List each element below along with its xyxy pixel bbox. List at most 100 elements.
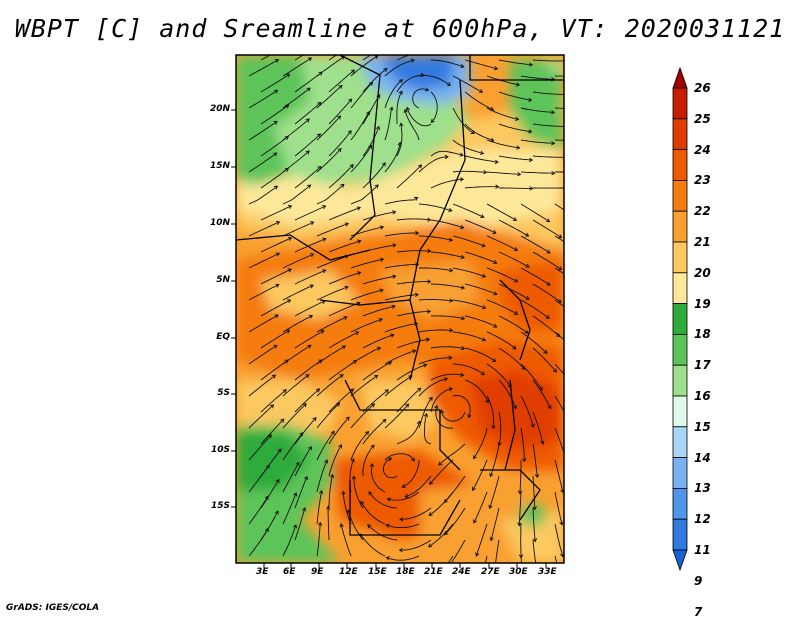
colorbar-level-label: 24 bbox=[694, 143, 711, 157]
streamline-arrow bbox=[586, 106, 589, 110]
streamline-arrow bbox=[574, 505, 577, 508]
colorbar-level-label: 20 bbox=[694, 266, 711, 280]
streamline-arrow bbox=[426, 50, 429, 54]
lon-tick-label: 24E bbox=[452, 567, 471, 577]
colorbar-level-label: 16 bbox=[694, 389, 711, 403]
colorbar-level-label: 14 bbox=[694, 451, 711, 465]
streamline-arrow bbox=[579, 439, 582, 443]
streamline-arrow bbox=[580, 251, 584, 254]
lat-tick-label: 5N bbox=[216, 275, 230, 285]
streamline bbox=[567, 155, 601, 156]
streamline-arrow bbox=[586, 74, 589, 78]
colorbar-level-label: 19 bbox=[694, 297, 711, 311]
streamline-arrow bbox=[576, 472, 579, 475]
colorbar-max-triangle bbox=[673, 68, 687, 88]
streamline-arrow bbox=[589, 335, 592, 338]
wbpt-shaded-field bbox=[236, 55, 564, 563]
colorbar-level-label: 26 bbox=[694, 81, 711, 95]
lat-tick-label: 20N bbox=[210, 104, 230, 114]
streamline-arrow bbox=[586, 138, 589, 142]
lat-tick-label: EQ bbox=[216, 332, 230, 342]
streamline-arrow bbox=[591, 268, 595, 271]
colorbar-level-label: 25 bbox=[694, 112, 711, 126]
streamline bbox=[567, 380, 586, 408]
lon-tick-label: 9E bbox=[311, 567, 323, 577]
colorbar-level-label: 22 bbox=[694, 204, 711, 218]
colorbar-level-label: 15 bbox=[694, 420, 711, 434]
lon-tick-label: 18E bbox=[396, 567, 415, 577]
colorbar-segment bbox=[673, 211, 687, 242]
lon-tick-label: 12E bbox=[339, 567, 358, 577]
streamline-arrow bbox=[579, 284, 583, 287]
streamline-arrow bbox=[575, 568, 578, 572]
streamline-arrow bbox=[587, 369, 590, 373]
colorbar-segment bbox=[673, 304, 687, 335]
streamline-arrow bbox=[586, 170, 589, 174]
streamline-arrow bbox=[287, 44, 291, 47]
lon-tick-label: 21E bbox=[424, 567, 443, 577]
streamline bbox=[567, 91, 601, 93]
streamline-arrow bbox=[523, 586, 527, 589]
streamline-arrow bbox=[573, 387, 576, 391]
streamline-arrow bbox=[562, 585, 565, 589]
colorbar-segment bbox=[673, 396, 687, 427]
colorbar-min-triangle bbox=[673, 550, 687, 570]
streamline-arrow bbox=[597, 89, 600, 93]
streamline-arrow bbox=[574, 537, 577, 540]
colorbar-segment bbox=[673, 150, 687, 181]
lat-tick-label: 10N bbox=[210, 218, 230, 228]
streamline-arrow bbox=[592, 235, 596, 238]
streamline bbox=[567, 284, 594, 304]
streamline bbox=[555, 140, 589, 141]
streamline-arrow bbox=[591, 301, 594, 304]
colorbar-segment bbox=[673, 458, 687, 489]
streamline bbox=[567, 412, 582, 442]
streamline bbox=[567, 57, 601, 60]
streamline bbox=[567, 252, 595, 271]
colorbar-segment bbox=[673, 365, 687, 396]
streamline-arrow bbox=[434, 580, 437, 584]
colorbar-segment bbox=[673, 334, 687, 365]
colorbar-level-label: 7 bbox=[694, 605, 702, 619]
colorbar-level-label: 17 bbox=[694, 358, 711, 372]
streamline bbox=[499, 188, 533, 189]
streamline bbox=[567, 348, 590, 373]
streamline-arrow bbox=[583, 404, 586, 408]
streamline-arrow bbox=[597, 153, 600, 157]
streamline bbox=[555, 108, 589, 109]
streamline-arrow bbox=[568, 422, 571, 426]
lon-tick-label: 27E bbox=[481, 567, 500, 577]
lon-tick-label: 3E bbox=[256, 567, 268, 577]
streamline bbox=[567, 123, 601, 124]
colorbar-level-label: 18 bbox=[694, 327, 711, 341]
colorbar-segment bbox=[673, 242, 687, 273]
lat-tick-label: 5S bbox=[217, 388, 230, 398]
colorbar-level-label: 12 bbox=[694, 512, 711, 526]
grads-credit: GrADS: IGES/COLA bbox=[6, 603, 99, 613]
lat-tick-label: 15N bbox=[210, 161, 230, 171]
lon-tick-label: 6E bbox=[283, 567, 295, 577]
streamline-arrow bbox=[480, 586, 484, 589]
streamline-arrow bbox=[597, 185, 600, 189]
colorbar-level-label: 11 bbox=[694, 543, 711, 557]
colorbar-segment bbox=[673, 119, 687, 150]
lon-tick-label: 15E bbox=[368, 567, 387, 577]
streamline bbox=[567, 540, 578, 572]
streamline-arrow bbox=[320, 43, 324, 46]
lat-tick-label: 15S bbox=[211, 501, 230, 511]
colorbar-level-label: 9 bbox=[694, 574, 702, 588]
lat-tick-label: 10S bbox=[211, 445, 230, 455]
colorbar-segment bbox=[673, 180, 687, 211]
streamline-arrow bbox=[597, 56, 600, 60]
streamline-arrow bbox=[597, 121, 600, 125]
colorbar-segment bbox=[673, 519, 687, 550]
colorbar-level-label: 21 bbox=[694, 235, 711, 249]
streamline-arrow bbox=[578, 317, 581, 320]
colorbar-segment bbox=[673, 488, 687, 519]
colorbar bbox=[673, 68, 687, 570]
lon-tick-label: 30E bbox=[509, 567, 528, 577]
streamline bbox=[567, 220, 595, 239]
colorbar-level-label: 23 bbox=[694, 173, 711, 187]
colorbar-segment bbox=[673, 88, 687, 119]
